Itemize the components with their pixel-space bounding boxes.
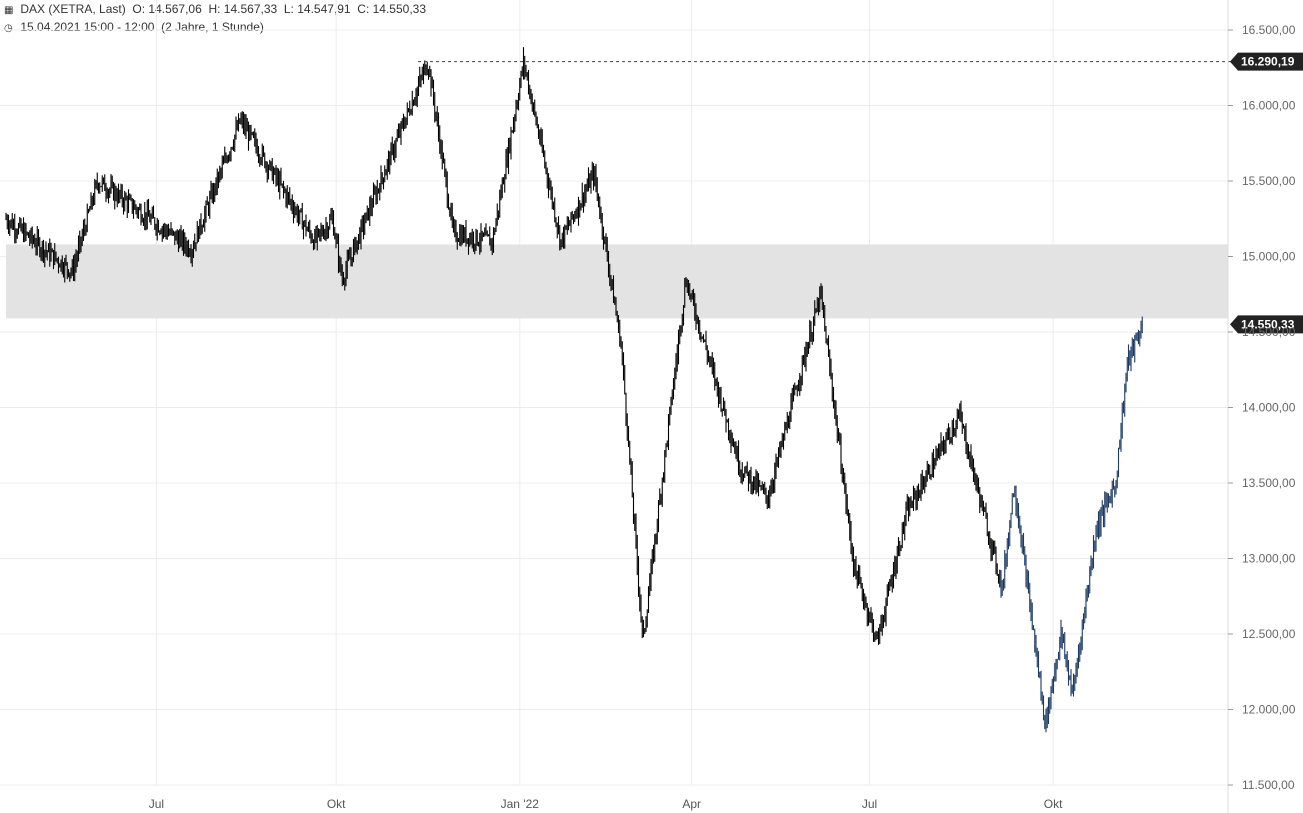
y-tick-label: 16.500,00 [1242,23,1296,37]
y-tick-label: 13.000,00 [1242,552,1296,566]
support-zone-layer [6,244,1228,319]
x-tick-label: Okt [327,797,346,811]
x-axis: Jul Okt Jan '22 Apr Jul Okt [149,797,1063,811]
low-value: 14.547,91 [297,2,351,16]
price-tag [1230,315,1303,334]
y-tick-label: 15.000,00 [1242,250,1296,264]
low-label: L: [283,2,294,16]
y-tick-label: 15.500,00 [1242,174,1296,188]
price-tag-layer: 16.290,19 14.550,33 [418,52,1303,334]
high-label: H: [208,2,221,16]
grid-lines [0,0,1228,786]
close-value: 14.550,33 [372,2,427,16]
x-tick-label: Jan '22 [501,797,540,811]
price-tag-label: 16.290,19 [1241,55,1295,69]
open-value: 14.567,06 [148,2,202,16]
candle-layer [5,47,1143,733]
x-tick-label: Apr [682,797,701,811]
y-tick-label: 11.500,00 [1242,778,1295,792]
y-tick-label: 14.000,00 [1242,401,1296,415]
clock-icon: ◷ [4,23,13,34]
price-tag [1230,52,1303,71]
y-axis: 16.500,00 16.000,00 15.500,00 15.000,00 14.5… [1227,0,1296,813]
y-tick-label: 16.000,00 [1242,99,1296,113]
high-value: 14.567,33 [223,2,278,16]
chart-header: ▦ DAX (XETRA, Last) O: 14.567,06 H: 14.5… [4,2,426,16]
y-tick-label: 14.500,00 [1242,325,1296,339]
x-tick-label: Okt [1044,797,1063,811]
x-tick-label: Jul [862,797,877,811]
y-tick-label: 13.500,00 [1242,476,1296,490]
price-tag-label: 14.550,33 [1241,317,1295,331]
candlestick-icon: ▦ [4,5,14,16]
y-tick-label: 12.000,00 [1242,703,1296,717]
close-label: C: [357,2,370,16]
x-tick-label: Jul [149,797,164,811]
open-label: O: [132,2,146,16]
support-zone [6,244,1228,319]
y-tick-label: 12.500,00 [1242,627,1296,641]
instrument-name: DAX (XETRA, Last) [20,2,126,16]
